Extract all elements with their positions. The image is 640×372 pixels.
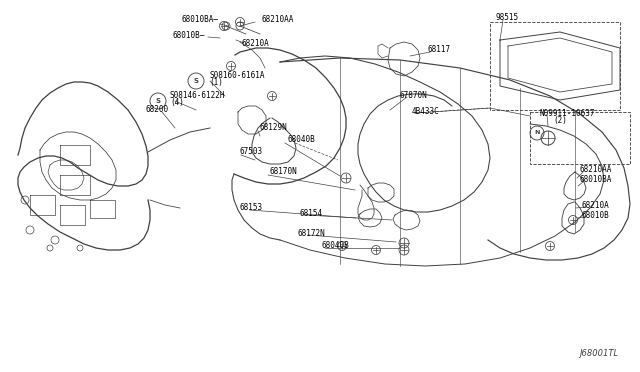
Text: 68210A: 68210A	[242, 38, 269, 48]
Text: 68010BA—: 68010BA—	[181, 16, 218, 25]
Text: (1): (1)	[209, 78, 223, 87]
Text: 98515: 98515	[495, 13, 518, 22]
Text: (2): (2)	[553, 115, 567, 125]
Text: J68001TL: J68001TL	[579, 349, 618, 358]
Text: 68010B—: 68010B—	[173, 32, 205, 41]
Text: 68154: 68154	[300, 208, 323, 218]
Text: N09911-10637: N09911-10637	[540, 109, 595, 118]
Text: S: S	[156, 98, 161, 104]
Text: 68172N: 68172N	[298, 228, 326, 237]
Text: 68117: 68117	[427, 45, 450, 55]
Text: (4): (4)	[170, 99, 184, 108]
Bar	[530, 112, 630, 164]
Text: 4B433C: 4B433C	[412, 106, 440, 115]
Text: 68040B: 68040B	[288, 135, 316, 144]
Text: 67870N: 67870N	[400, 90, 428, 99]
Text: S08160-6161A: S08160-6161A	[209, 71, 264, 80]
Text: 68200: 68200	[146, 106, 169, 115]
Text: 68210AA: 68210AA	[580, 166, 612, 174]
Text: 68129N: 68129N	[260, 124, 288, 132]
Text: 68010BA: 68010BA	[580, 176, 612, 185]
Text: 67503: 67503	[240, 148, 263, 157]
Text: 68153: 68153	[240, 203, 263, 212]
Text: N: N	[534, 131, 540, 135]
Text: 68210AA: 68210AA	[262, 16, 294, 25]
Text: 68170N: 68170N	[270, 167, 298, 176]
Text: 68010B: 68010B	[582, 211, 610, 219]
Text: 68040B: 68040B	[322, 241, 349, 250]
Text: S: S	[193, 78, 198, 84]
Bar	[490, 22, 620, 110]
Text: S08146-6122H: S08146-6122H	[170, 92, 225, 100]
Text: 68210A: 68210A	[582, 201, 610, 209]
